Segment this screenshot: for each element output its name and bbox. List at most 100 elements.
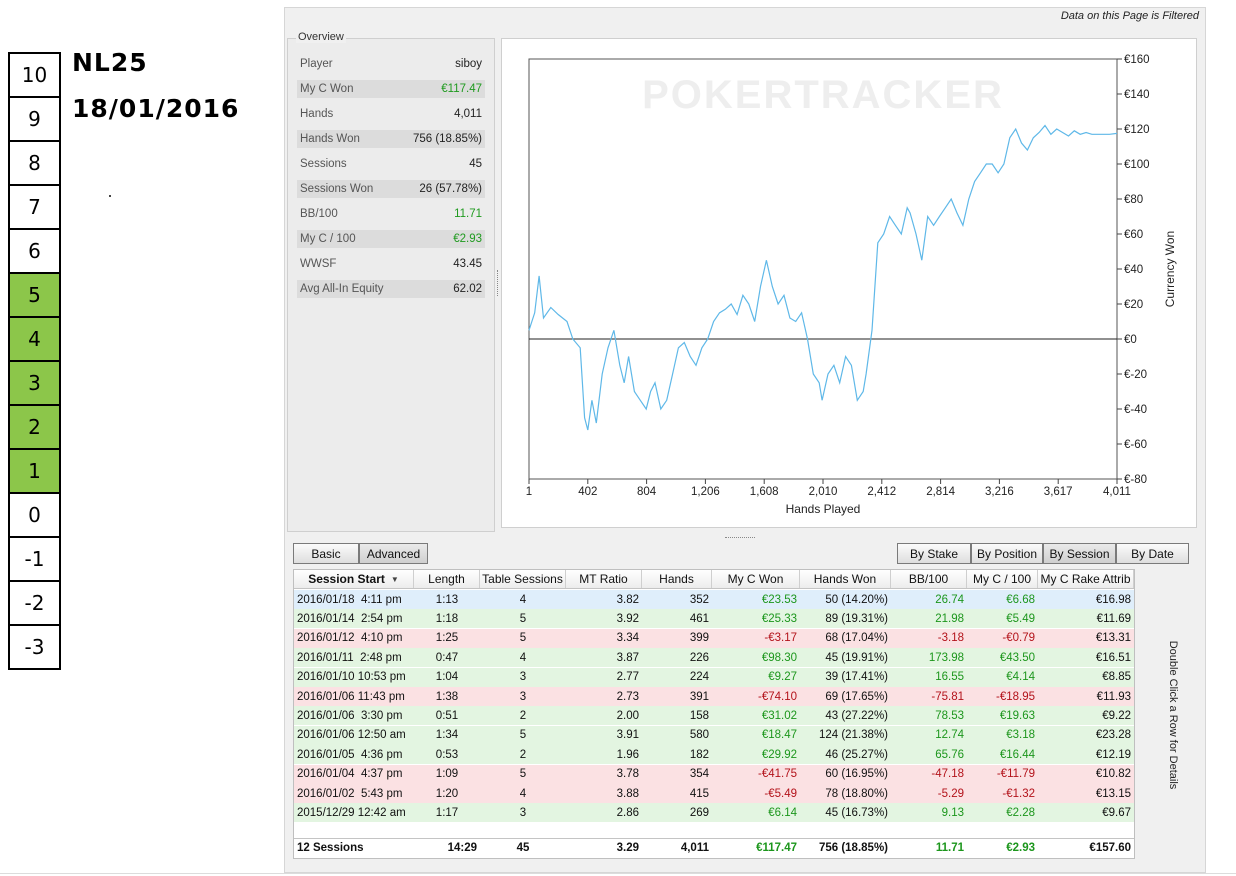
overview-value: 4,011 [454, 108, 482, 120]
table-row[interactable]: 2016/01/04 4:37 pm 1:09 5 3.78 354 -€41.75 60 … [294, 764, 1134, 784]
table-row[interactable]: 2016/01/11 2:48 pm 0:47 4 3.87 226 €98.30 45 (… [294, 648, 1134, 668]
y-tick-label: €80 [1124, 194, 1143, 206]
overview-label: My C / 100 [300, 233, 356, 245]
overview-value: 756 (18.85%) [412, 133, 482, 145]
table-row[interactable]: 2016/01/06 11:43 pm 1:38 3 2.73 391 -€74.10 69… [294, 687, 1134, 706]
overview-row: Player siboy [297, 55, 485, 73]
header-label: Hands Won [813, 572, 877, 586]
cell-my-c-100: €6.68 [1006, 593, 1035, 606]
cell-my-c-100: €43.50 [999, 651, 1035, 664]
table-row[interactable]: 2015/12/29 12:42 am 1:17 3 2.86 269 €6.14 45 (… [294, 803, 1134, 823]
cell-my-c-100: €4.14 [1006, 671, 1035, 684]
overview-label: Player [300, 58, 333, 70]
vertical-splitter[interactable] [497, 270, 500, 296]
cell-rake-attrib: €11.69 [1096, 612, 1131, 625]
cell-hands-won: 50 (14.20%) [825, 593, 888, 606]
header-label: Session Start [308, 572, 385, 586]
header-label: Length [428, 572, 465, 586]
tab-by-session[interactable]: By Session [1043, 543, 1116, 564]
graph-panel: POKERTRACKER €160 €140 €120 €100 €80 €60 €40 €20… [501, 38, 1197, 528]
cell-hands-won: 45 (16.73%) [825, 806, 888, 819]
table-row[interactable]: 2016/01/06 12:50 am 1:34 5 3.91 580 €18.47 124… [294, 725, 1134, 745]
total-mt-ratio: 3.29 [616, 842, 639, 854]
table-row[interactable]: 2016/01/06 3:30 pm 0:51 2 2.00 158 €31.02 43 (… [294, 706, 1134, 726]
total-my-c-100: €2.93 [1006, 842, 1035, 854]
header-hands[interactable]: Hands [642, 570, 712, 588]
overview-label: Sessions [300, 158, 347, 170]
horizontal-splitter[interactable] [725, 537, 755, 540]
cell-session-start: 2016/01/14 2:54 pm [297, 612, 403, 625]
tab-by-stake[interactable]: By Stake [897, 543, 971, 564]
scale-cell: -1 [10, 538, 59, 582]
cell-session-start: 2016/01/11 2:48 pm [297, 651, 402, 664]
total-hands-won: 756 (18.85%) [818, 842, 888, 854]
x-tick-label: 3,617 [1044, 486, 1073, 498]
scale-cell: 9 [10, 98, 59, 142]
tab-advanced[interactable]: Advanced [359, 543, 428, 564]
header-label: My C Rake Attrib [1040, 572, 1131, 586]
sessions-table: Session Start ▼ Length Table Sessions MT Rat… [293, 569, 1135, 859]
cell-mt-ratio: 3.82 [616, 593, 639, 606]
header-rake-attrib[interactable]: My C Rake Attrib [1038, 570, 1134, 588]
table-row[interactable]: 2016/01/14 2:54 pm 1:18 5 3.92 461 €25.33 89 (… [294, 609, 1134, 629]
header-table-sessions[interactable]: Table Sessions [480, 570, 566, 588]
y-axis-label: Currency Won [1163, 231, 1177, 307]
filter-note: Data on this Page is Filtered [1060, 10, 1199, 22]
y-tick-label: €140 [1124, 89, 1150, 101]
table-row[interactable]: 2016/01/18 4:11 pm 1:13 4 3.82 352 €23.53 50 (… [294, 590, 1134, 609]
cell-hands: 391 [689, 690, 709, 703]
table-row[interactable]: 2016/01/05 4:36 pm 0:53 2 1.96 182 €29.92 46 (… [294, 745, 1134, 765]
stray-dot [109, 195, 111, 197]
cell-rake-attrib: €11.93 [1096, 690, 1131, 703]
overview-row: My C / 100 €2.93 [297, 230, 485, 248]
header-hands-won[interactable]: Hands Won [800, 570, 891, 588]
tab-basic[interactable]: Basic [293, 543, 359, 564]
cell-bb-100: -3.18 [937, 632, 964, 645]
tab-by-position[interactable]: By Position [971, 543, 1043, 564]
header-bb-100[interactable]: BB/100 [891, 570, 967, 588]
cell-length: 1:38 [435, 690, 459, 703]
header-label: My C Won [727, 572, 784, 586]
cell-session-start: 2015/12/29 12:42 am [297, 806, 406, 819]
overview-row: My C Won €117.47 [297, 80, 485, 98]
cell-hands: 354 [689, 768, 709, 781]
cell-bb-100: -47.18 [931, 768, 964, 781]
cell-bb-100: 16.55 [935, 671, 964, 684]
cell-bb-100: -5.29 [937, 787, 964, 800]
header-length[interactable]: Length [414, 570, 480, 588]
overview-label: Sessions Won [300, 183, 374, 195]
total-length: 14:29 [447, 842, 477, 854]
cell-hands: 226 [689, 651, 709, 664]
table-row[interactable]: 2016/01/10 10:53 pm 1:04 3 2.77 224 €9.27 39 (… [294, 667, 1134, 687]
header-mt-ratio[interactable]: MT Ratio [566, 570, 642, 588]
cell-hands-won: 45 (19.91%) [825, 651, 888, 664]
cell-bb-100: 78.53 [935, 709, 964, 722]
tab-by-date[interactable]: By Date [1116, 543, 1189, 564]
table-row[interactable]: 2016/01/12 4:10 pm 1:25 5 3.34 399 -€3.17 68 (… [294, 628, 1134, 648]
header-session-start[interactable]: Session Start ▼ [294, 570, 414, 588]
table-row[interactable]: 2016/01/02 5:43 pm 1:20 4 3.88 415 -€5.49 78 (… [294, 784, 1134, 803]
cell-table-sessions: 4 [519, 593, 527, 606]
chart-watermark: POKERTRACKER [642, 73, 1004, 117]
cell-hands-won: 60 (16.95%) [825, 768, 888, 781]
side-note: Double Click a Row for Details [1165, 640, 1181, 790]
header-my-c-won[interactable]: My C Won [712, 570, 800, 588]
overview-value: 45 [469, 158, 482, 170]
overview-value: 43.45 [453, 258, 482, 270]
cell-length: 0:51 [435, 709, 459, 722]
total-hands: 4,011 [680, 842, 709, 854]
cell-my-c-won: €31.02 [761, 709, 797, 722]
header-label: BB/100 [908, 572, 949, 586]
cell-mt-ratio: 2.86 [616, 806, 639, 819]
x-tick-label: 2,814 [926, 486, 955, 498]
header-my-c-100[interactable]: My C / 100 [967, 570, 1038, 588]
overview-legend: Overview [296, 31, 346, 43]
cell-mt-ratio: 1.96 [616, 748, 639, 761]
cell-session-start: 2016/01/06 11:43 pm [297, 690, 405, 703]
overview-row: Sessions 45 [297, 155, 485, 173]
y-tick-label: €40 [1124, 264, 1143, 276]
cell-rake-attrib: €16.51 [1095, 651, 1131, 664]
cell-my-c-100: €19.63 [999, 709, 1035, 722]
x-tick-label: 1,608 [750, 486, 779, 498]
